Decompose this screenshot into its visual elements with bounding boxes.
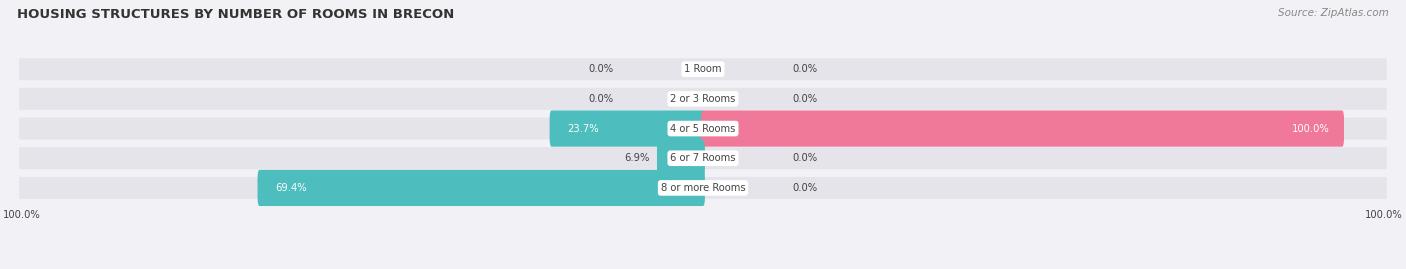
Text: 0.0%: 0.0% bbox=[793, 183, 818, 193]
Text: 0.0%: 0.0% bbox=[793, 64, 818, 74]
Text: 1 Room: 1 Room bbox=[685, 64, 721, 74]
Text: Source: ZipAtlas.com: Source: ZipAtlas.com bbox=[1278, 8, 1389, 18]
Text: 0.0%: 0.0% bbox=[793, 94, 818, 104]
FancyBboxPatch shape bbox=[20, 88, 1386, 110]
Text: 6.9%: 6.9% bbox=[624, 153, 650, 163]
FancyBboxPatch shape bbox=[257, 170, 704, 206]
FancyBboxPatch shape bbox=[20, 177, 1386, 199]
Text: 0.0%: 0.0% bbox=[588, 64, 613, 74]
FancyBboxPatch shape bbox=[550, 111, 704, 147]
Text: 4 or 5 Rooms: 4 or 5 Rooms bbox=[671, 123, 735, 134]
Text: 8 or more Rooms: 8 or more Rooms bbox=[661, 183, 745, 193]
Text: 2 or 3 Rooms: 2 or 3 Rooms bbox=[671, 94, 735, 104]
FancyBboxPatch shape bbox=[20, 147, 1386, 169]
Text: 0.0%: 0.0% bbox=[588, 94, 613, 104]
FancyBboxPatch shape bbox=[20, 118, 1386, 140]
FancyBboxPatch shape bbox=[702, 111, 1344, 147]
Text: 100.0%: 100.0% bbox=[1365, 210, 1403, 220]
Text: 69.4%: 69.4% bbox=[276, 183, 307, 193]
Text: HOUSING STRUCTURES BY NUMBER OF ROOMS IN BRECON: HOUSING STRUCTURES BY NUMBER OF ROOMS IN… bbox=[17, 8, 454, 21]
Text: 100.0%: 100.0% bbox=[3, 210, 41, 220]
Text: 23.7%: 23.7% bbox=[568, 123, 599, 134]
Text: 100.0%: 100.0% bbox=[1292, 123, 1329, 134]
Text: 0.0%: 0.0% bbox=[793, 153, 818, 163]
FancyBboxPatch shape bbox=[20, 58, 1386, 80]
FancyBboxPatch shape bbox=[657, 140, 704, 176]
Text: 6 or 7 Rooms: 6 or 7 Rooms bbox=[671, 153, 735, 163]
